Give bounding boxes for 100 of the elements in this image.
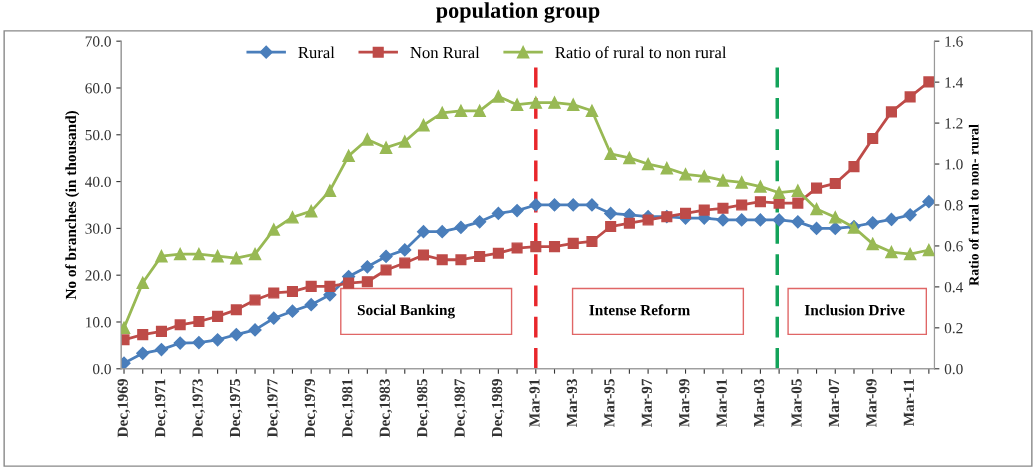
y2-tick-label: 0.0 bbox=[944, 363, 963, 375]
y-tick-label: 10.0 bbox=[86, 317, 111, 328]
point bbox=[211, 333, 225, 347]
point bbox=[455, 254, 467, 266]
x-tick-label: Dec,1975 bbox=[229, 379, 243, 438]
point bbox=[566, 98, 580, 111]
point bbox=[230, 251, 243, 265]
point bbox=[735, 213, 749, 227]
x-tick-label: Dec,1981 bbox=[342, 379, 355, 438]
point bbox=[473, 104, 486, 118]
point bbox=[828, 221, 842, 235]
point bbox=[903, 247, 917, 261]
point bbox=[492, 90, 505, 103]
point bbox=[716, 213, 730, 227]
point bbox=[342, 149, 355, 163]
point bbox=[305, 280, 317, 292]
point bbox=[267, 223, 281, 236]
y-tick-label: 40.0 bbox=[85, 176, 111, 188]
x-tick-label: Mar-97 bbox=[641, 378, 652, 427]
point bbox=[136, 276, 149, 290]
point bbox=[510, 204, 524, 218]
point bbox=[435, 106, 449, 120]
x-tick-label: Dec,1987 bbox=[454, 378, 467, 438]
annotation: Social Banking bbox=[357, 304, 455, 319]
x-tick-label: Dec,1979 bbox=[304, 379, 318, 438]
point bbox=[698, 170, 711, 183]
point bbox=[454, 220, 468, 235]
point bbox=[885, 106, 897, 118]
point bbox=[173, 336, 187, 350]
point bbox=[379, 249, 393, 264]
point bbox=[848, 161, 860, 173]
y2-tick-label: 1.2 bbox=[945, 118, 963, 129]
point bbox=[736, 199, 748, 211]
point bbox=[810, 202, 823, 216]
point bbox=[417, 249, 430, 261]
y2-tick-label: 0.2 bbox=[944, 322, 963, 334]
x-tick-label: Mar-07 bbox=[828, 378, 840, 427]
x-tick-label: Mar-91 bbox=[529, 379, 540, 427]
point bbox=[586, 235, 598, 248]
annotation: Inclusion Drive bbox=[804, 304, 905, 316]
point bbox=[716, 174, 730, 187]
point bbox=[192, 247, 206, 261]
point bbox=[136, 346, 150, 360]
point bbox=[474, 250, 486, 263]
point bbox=[173, 247, 187, 261]
point bbox=[809, 221, 824, 235]
point bbox=[866, 237, 879, 251]
y-tick-label: 30.0 bbox=[85, 223, 111, 234]
point bbox=[884, 212, 899, 227]
point bbox=[343, 277, 355, 289]
point bbox=[754, 196, 766, 208]
point bbox=[529, 96, 543, 109]
point bbox=[154, 343, 169, 357]
point bbox=[642, 214, 654, 226]
point bbox=[585, 198, 599, 212]
point bbox=[491, 206, 505, 220]
point bbox=[304, 298, 318, 312]
point bbox=[604, 206, 618, 220]
x-tick-label: Dec,1989 bbox=[491, 379, 505, 438]
point bbox=[904, 91, 916, 103]
point bbox=[211, 249, 224, 263]
point bbox=[791, 184, 805, 197]
y2-tick-label: 0.8 bbox=[944, 200, 963, 211]
point bbox=[137, 329, 149, 341]
x-tick-label: Mar-11 bbox=[903, 379, 914, 427]
point bbox=[810, 182, 823, 194]
y-tick-label: 20.0 bbox=[85, 270, 111, 281]
x-tick-label: Mar-05 bbox=[791, 379, 802, 427]
point bbox=[398, 135, 412, 148]
point bbox=[903, 208, 917, 222]
point bbox=[230, 304, 242, 316]
point bbox=[436, 254, 448, 266]
point bbox=[548, 96, 561, 109]
point bbox=[773, 197, 785, 209]
point bbox=[454, 104, 468, 118]
point bbox=[604, 147, 617, 161]
point bbox=[286, 211, 299, 224]
point bbox=[192, 335, 206, 350]
point bbox=[435, 225, 449, 239]
point bbox=[772, 213, 786, 227]
point bbox=[923, 76, 935, 88]
point bbox=[361, 276, 373, 288]
x-tick-label: Dec,1973 bbox=[192, 379, 205, 438]
point bbox=[268, 287, 280, 299]
point bbox=[922, 243, 935, 257]
point bbox=[286, 286, 299, 298]
point bbox=[229, 328, 243, 342]
x-tick-label: Mar-03 bbox=[753, 379, 765, 427]
legend-label: Rural bbox=[298, 46, 335, 59]
chart-title: population group bbox=[436, 2, 600, 23]
point bbox=[717, 202, 729, 214]
point bbox=[155, 325, 168, 337]
point bbox=[285, 304, 300, 318]
x-tick-label: Mar-01 bbox=[716, 379, 727, 427]
point bbox=[529, 198, 543, 212]
point bbox=[248, 247, 262, 261]
point bbox=[885, 245, 898, 259]
x-tick-label: Mar-95 bbox=[604, 379, 615, 427]
point bbox=[511, 242, 523, 254]
y-tick-label: 70.0 bbox=[85, 36, 111, 47]
